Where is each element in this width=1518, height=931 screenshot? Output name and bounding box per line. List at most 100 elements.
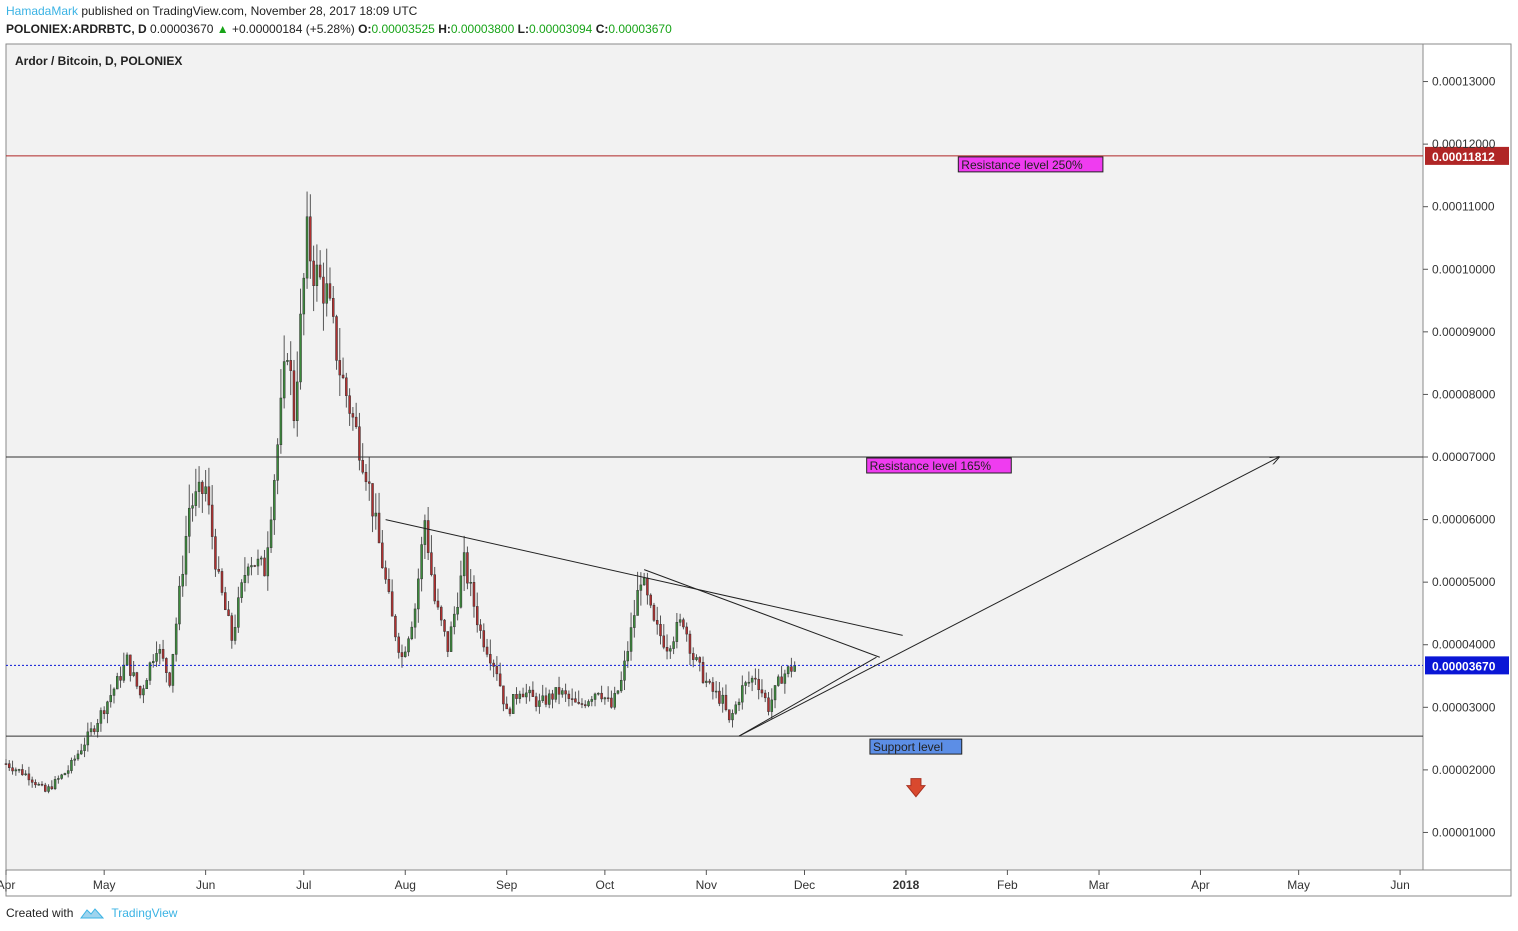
candle-body <box>260 557 263 560</box>
price-axis[interactable] <box>1422 43 1512 871</box>
candle <box>430 535 433 577</box>
candle-body <box>34 782 37 786</box>
candle <box>181 555 184 597</box>
candle <box>4 758 8 765</box>
candle-body <box>534 696 538 707</box>
candle-body <box>256 558 260 567</box>
candle <box>70 757 73 774</box>
candle <box>66 765 70 778</box>
candle-body <box>469 582 472 584</box>
candle <box>547 689 551 709</box>
candle <box>734 701 738 715</box>
x-tick-label: Apr <box>0 878 15 892</box>
candle <box>472 575 476 618</box>
candle-body <box>279 397 283 445</box>
candle-body <box>201 481 204 494</box>
candle-body <box>688 633 692 654</box>
candle <box>96 718 99 738</box>
candle <box>711 677 715 700</box>
candle-body <box>21 769 24 776</box>
candle-body <box>482 630 486 648</box>
candle-body <box>521 693 525 698</box>
candle <box>246 563 250 584</box>
candle-body <box>148 662 152 681</box>
candle-body <box>112 688 116 696</box>
candle-body <box>669 648 672 652</box>
trend-arrow-line <box>738 457 1279 737</box>
candle <box>750 675 754 692</box>
candle <box>482 623 486 652</box>
tradingview-link[interactable]: TradingView <box>111 906 178 920</box>
candle-body <box>786 666 790 675</box>
candle-body <box>8 763 11 768</box>
candle <box>708 678 711 685</box>
candle-body <box>538 700 541 707</box>
candle <box>27 766 31 786</box>
y-tick-label: 0.00005000 <box>1432 575 1496 589</box>
candle-body <box>741 685 744 703</box>
candle <box>691 647 695 668</box>
candle <box>433 566 436 605</box>
candle <box>554 687 558 703</box>
candle-body <box>63 773 67 776</box>
candle <box>688 630 692 666</box>
candle <box>11 760 14 775</box>
candle <box>783 669 787 694</box>
chart-title: Ardor / Bitcoin, D, POLONIEX <box>15 54 182 68</box>
candle-body <box>351 413 355 418</box>
candle-body <box>168 672 171 686</box>
candle <box>116 672 119 690</box>
candle-body <box>122 664 126 681</box>
candle <box>152 654 155 668</box>
x-tick-label: Mar <box>1089 878 1110 892</box>
candle <box>194 468 198 517</box>
candle-body <box>86 731 90 746</box>
candle-body <box>489 654 492 664</box>
candle <box>119 666 122 688</box>
candle <box>724 684 728 712</box>
candle-body <box>754 677 757 680</box>
candle-body <box>783 673 787 684</box>
candle <box>367 457 371 501</box>
time-axis[interactable] <box>5 869 1512 897</box>
y-tick-label: 0.00010000 <box>1432 262 1496 276</box>
candle-body <box>747 681 751 684</box>
candle-body <box>335 316 338 361</box>
low-label: L: <box>517 22 529 36</box>
candle-body <box>11 767 14 772</box>
candle <box>456 592 459 621</box>
candle-body <box>250 565 253 568</box>
candle-body <box>646 577 649 596</box>
y-tick-label: 0.00008000 <box>1432 387 1496 401</box>
author-link[interactable]: HamadaMark <box>6 4 79 18</box>
candle-body <box>37 783 40 786</box>
candle-body <box>682 619 685 628</box>
candle-body <box>253 565 256 567</box>
candle <box>60 773 63 780</box>
candle-body <box>462 552 466 577</box>
candle-body <box>178 585 181 625</box>
candle-body <box>292 370 296 421</box>
candle-body <box>24 773 27 776</box>
candle <box>551 689 554 709</box>
candle-body <box>502 685 505 705</box>
candle-body <box>567 693 571 699</box>
candle-body <box>731 713 734 721</box>
candle <box>63 772 67 776</box>
candle-body <box>174 623 178 655</box>
candle-body <box>518 693 522 699</box>
candle-body <box>161 649 165 659</box>
candle-body <box>417 578 420 610</box>
x-tick-label: 2018 <box>893 878 920 892</box>
price-tag <box>1425 146 1509 165</box>
y-tick-label: 0.00007000 <box>1432 450 1496 464</box>
candle-body <box>155 653 158 662</box>
candle-body <box>181 573 184 587</box>
candle-body <box>57 778 60 780</box>
candle-body <box>30 779 34 783</box>
candle <box>495 656 499 681</box>
candle <box>541 684 544 703</box>
level-label-box <box>957 156 1104 173</box>
close-value: 0.00003670 <box>608 22 672 36</box>
